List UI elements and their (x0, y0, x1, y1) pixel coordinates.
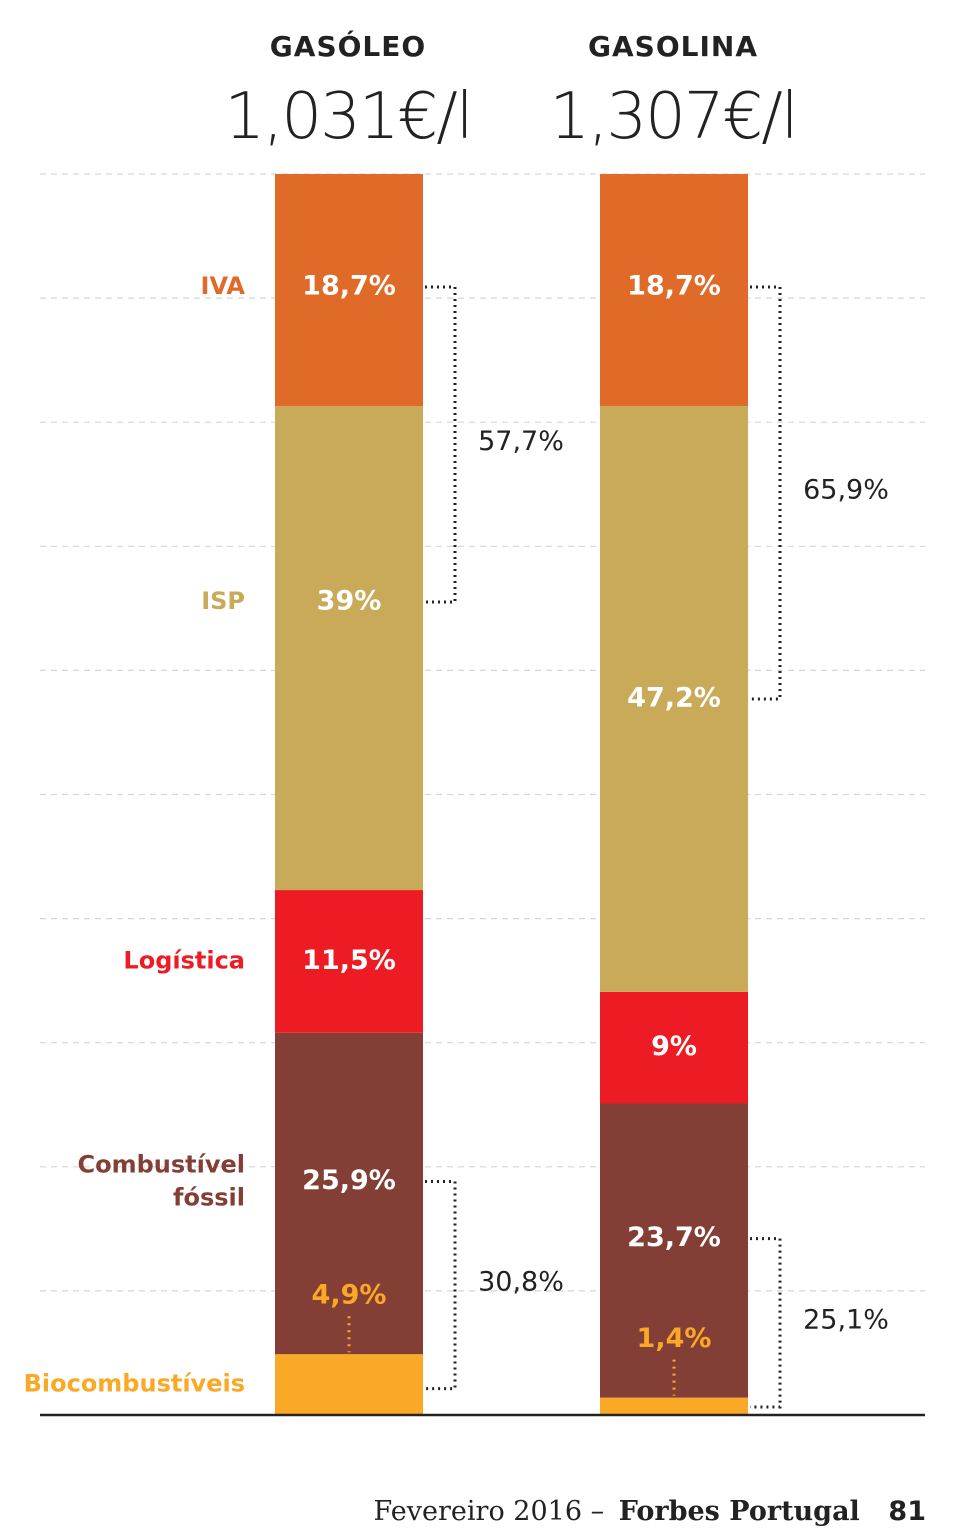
bar-segment-biocombustiveis-gasolina (600, 1397, 748, 1415)
bar-segment-isp-gasolina (600, 406, 748, 992)
legend-label-line: Biocombustíveis (24, 1370, 245, 1398)
footer-brand: Forbes Portugal (618, 1496, 860, 1527)
bracket-combustivel-fossil-gasoleo (425, 1179, 457, 1391)
legend-label-iva: IVA (201, 272, 246, 300)
bar-segment-combustivel-fossil-gasoleo (275, 1032, 423, 1355)
legend-label-logistica: Logística (123, 946, 245, 974)
value-label-combustivel-fossil-gasoleo: 25,9% (302, 1165, 396, 1196)
column-price-gasolina: 1,307€/l (549, 80, 798, 154)
legend-label-line: Combustível (77, 1150, 245, 1178)
column-name-gasolina: GASOLINA (588, 30, 758, 63)
bar-segment-logistica-gasolina (600, 991, 748, 1104)
bracket-combustivel-fossil-gasolina (750, 1237, 782, 1409)
bar-segment-iva-gasoleo (275, 174, 423, 407)
bar-segment-iva-gasolina (600, 174, 748, 407)
footer-date: Fevereiro 2016 (373, 1496, 582, 1527)
value-label-isp-gasoleo: 39% (317, 586, 382, 617)
bar-segment-isp-gasoleo (275, 406, 423, 891)
bracket-iva-gasoleo (425, 285, 457, 604)
bracket-total-label-gasoleo: 57,7% (478, 426, 564, 457)
value-label-iva-gasolina: 18,7% (627, 271, 721, 302)
bracket-iva-gasolina (750, 285, 782, 701)
stacked-bar-chart: 4,9% 25,9% 11,5% 39% 18,7% 1,4% 23,7% 9% 47,2% 18… (24, 173, 925, 1417)
bracket-total-label-gasolina: 25,1% (803, 1304, 889, 1335)
page-footer: Fevereiro 2016 – Forbes Portugal 81 (374, 1496, 926, 1527)
bracket-total-label-gasoleo: 30,8% (478, 1267, 564, 1298)
value-label-combustivel-fossil-gasolina: 23,7% (627, 1222, 721, 1253)
column-name-gasoleo: GASÓLEO (269, 30, 427, 63)
footer-page-number: 81 (888, 1496, 926, 1527)
value-label-logistica-gasoleo: 11,5% (302, 945, 396, 976)
value-label-biocombustiveis-gasoleo: 4,9% (312, 1280, 387, 1311)
value-label-logistica-gasolina: 9% (651, 1031, 697, 1062)
legend-label-combustivel-fossil: Combustível fóssil (77, 1150, 245, 1211)
bar-segment-biocombustiveis-gasoleo (275, 1354, 423, 1415)
bar-segment-logistica-gasoleo (275, 890, 423, 1033)
legend-label-isp: ISP (201, 587, 245, 615)
bracket-total-label-gasolina: 65,9% (803, 474, 889, 505)
legend-label-line: IVA (201, 272, 246, 300)
value-label-iva-gasoleo: 18,7% (302, 271, 396, 302)
value-label-isp-gasolina: 47,2% (627, 682, 721, 713)
legend-label-line: fóssil (173, 1183, 245, 1211)
footer-separator: – (590, 1496, 605, 1527)
legend-label-biocombustiveis: Biocombustíveis (24, 1370, 245, 1398)
bar-segment-combustivel-fossil-gasolina (600, 1103, 748, 1398)
column-price-gasoleo: 1,031€/l (224, 80, 473, 154)
legend-label-line: Logística (123, 946, 245, 974)
legend-label-line: ISP (201, 587, 245, 615)
value-label-biocombustiveis-gasolina: 1,4% (637, 1323, 712, 1354)
